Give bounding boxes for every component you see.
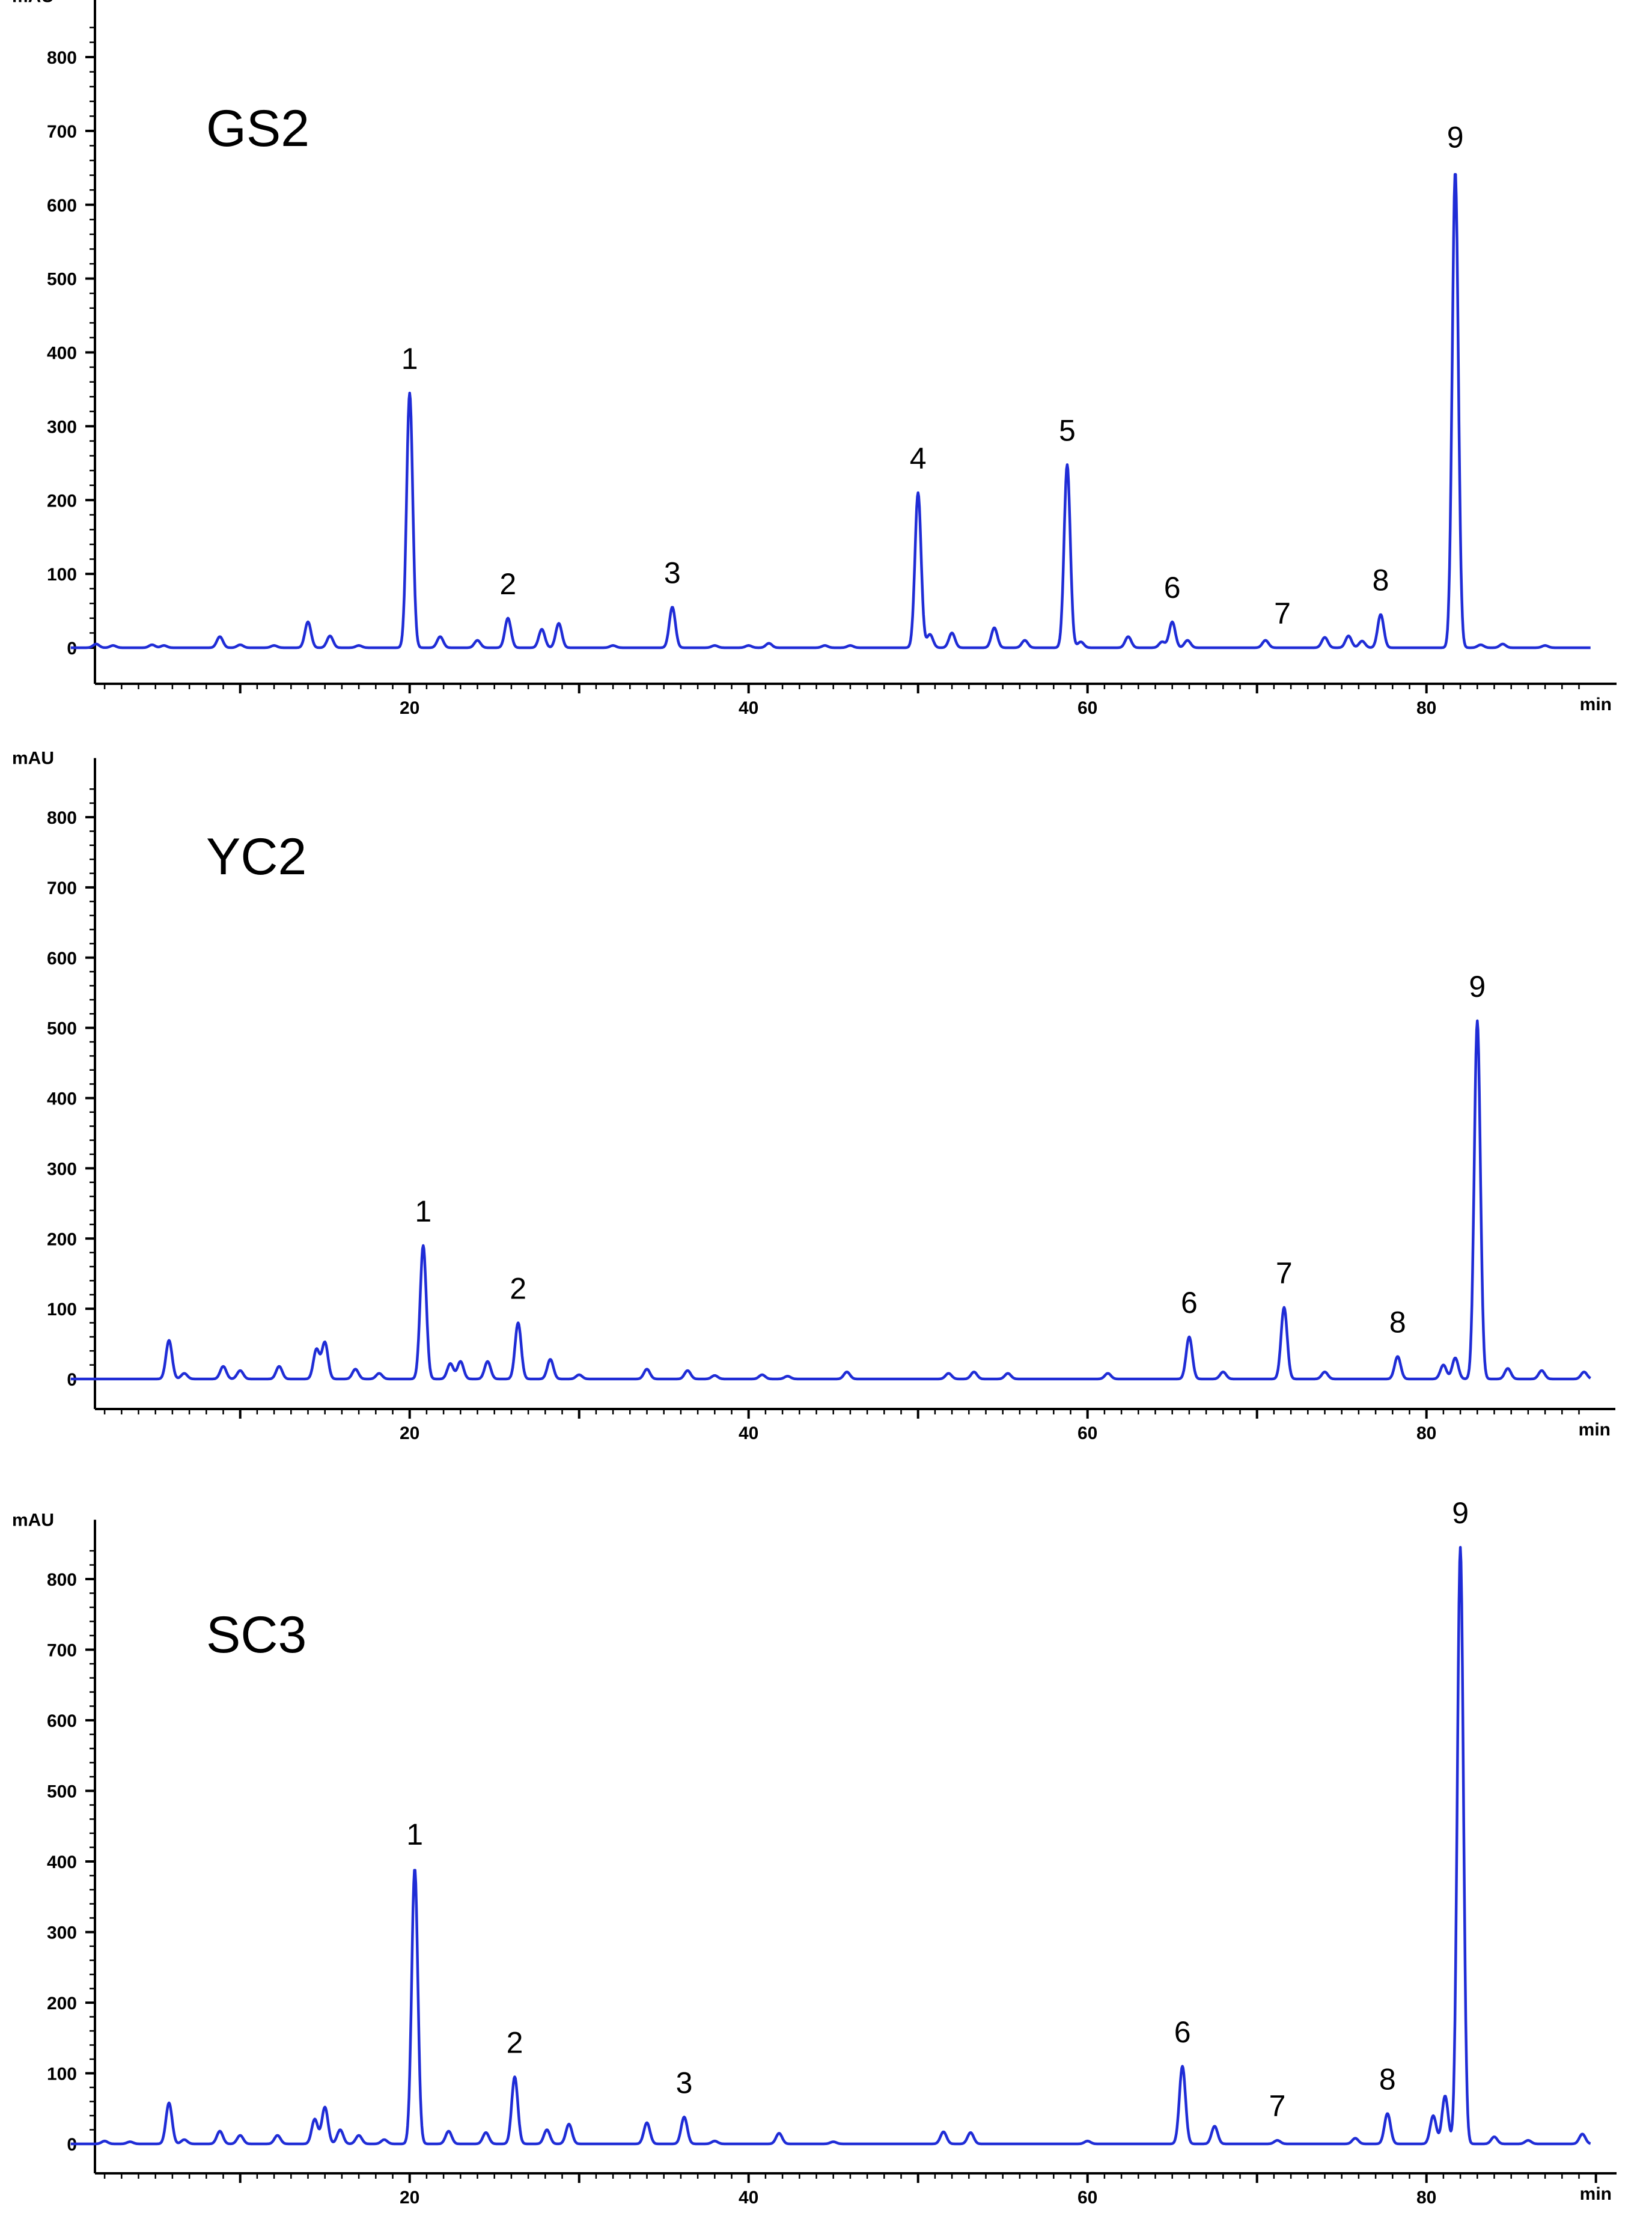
peak-label-1: 1 (406, 1818, 423, 1851)
y-tick-label: 800 (47, 48, 77, 68)
peak-label-2: 2 (510, 1272, 526, 1306)
y-tick-label: 700 (47, 1641, 77, 1661)
panel-title: GS2 (206, 100, 309, 157)
x-tick-label: 60 (1077, 2188, 1097, 2208)
chromatogram-trace (70, 1019, 1591, 1381)
peak-label-6: 6 (1164, 571, 1181, 604)
peak-label-1: 1 (401, 342, 418, 376)
peak-label-7: 7 (1274, 597, 1291, 630)
x-axis-unit: min (1580, 2184, 1612, 2204)
y-tick-label: 300 (47, 417, 77, 437)
y-tick-label: 200 (47, 1994, 77, 2013)
y-tick-label: 100 (47, 1300, 77, 1319)
y-axis-unit: mAU (12, 0, 54, 7)
peak-label-3: 3 (676, 2066, 693, 2099)
peak-label-8: 8 (1389, 1306, 1406, 1339)
panel-title: YC2 (206, 828, 306, 886)
peak-label-7: 7 (1276, 1256, 1293, 1290)
x-tick-label: 20 (400, 1423, 419, 1443)
y-tick-label: 600 (47, 949, 77, 969)
x-tick-label: 20 (400, 2188, 419, 2208)
y-tick-label: 800 (47, 808, 77, 828)
x-tick-label: 80 (1416, 2188, 1436, 2208)
y-tick-label: 400 (47, 1089, 77, 1109)
y-tick-label: 100 (47, 2065, 77, 2084)
y-tick-label: 700 (47, 878, 77, 898)
x-tick-label: 40 (739, 698, 758, 718)
y-tick-label: 300 (47, 1923, 77, 1943)
peak-label-8: 8 (1373, 564, 1389, 597)
panel-title: SC3 (206, 1606, 306, 1664)
y-axis-unit: mAU (12, 749, 54, 769)
peak-label-9: 9 (1452, 1496, 1469, 1530)
y-tick-label: 200 (47, 491, 77, 511)
peak-label-1: 1 (415, 1195, 431, 1228)
x-tick-label: 80 (1416, 1423, 1436, 1443)
peak-label-3: 3 (664, 556, 681, 589)
peak-label-4: 4 (910, 442, 927, 475)
peak-label-2: 2 (507, 2026, 523, 2059)
peak-label-7: 7 (1269, 2089, 1286, 2123)
y-tick-label: 500 (47, 1019, 77, 1039)
y-axis-unit: mAU (12, 1510, 54, 1530)
y-tick-label: 400 (47, 1852, 77, 1872)
peak-label-5: 5 (1059, 413, 1076, 447)
x-tick-label: 40 (739, 1423, 758, 1443)
y-tick-label: 700 (47, 122, 77, 142)
y-tick-label: 600 (47, 196, 77, 216)
y-tick-label: 800 (47, 1570, 77, 1590)
peak-label-9: 9 (1469, 970, 1486, 1003)
y-tick-label: 100 (47, 565, 77, 585)
peak-label-8: 8 (1379, 2062, 1396, 2096)
y-tick-label: 500 (47, 270, 77, 290)
x-axis-unit: min (1580, 695, 1612, 714)
x-tick-label: 40 (739, 2188, 758, 2208)
y-tick-label: 200 (47, 1229, 77, 1249)
x-tick-label: 60 (1077, 1423, 1097, 1443)
x-tick-label: 20 (400, 698, 419, 718)
x-tick-label: 60 (1077, 698, 1097, 718)
y-tick-label: 600 (47, 1711, 77, 1731)
peak-label-6: 6 (1181, 1286, 1198, 1319)
chart-panel-gs2: 0100200300400500600700800mAU20406080minG… (12, 0, 1617, 718)
y-tick-label: 300 (47, 1159, 77, 1179)
x-axis-unit: min (1579, 1420, 1611, 1440)
x-tick-label: 80 (1416, 698, 1436, 718)
y-tick-label: 500 (47, 1782, 77, 1802)
peak-label-9: 9 (1447, 120, 1464, 154)
y-tick-label: 400 (47, 344, 77, 364)
peak-label-2: 2 (499, 567, 516, 601)
chromatogram-trace (70, 173, 1591, 650)
chromatogram-trace (70, 1545, 1591, 2146)
peak-label-6: 6 (1174, 2015, 1191, 2049)
